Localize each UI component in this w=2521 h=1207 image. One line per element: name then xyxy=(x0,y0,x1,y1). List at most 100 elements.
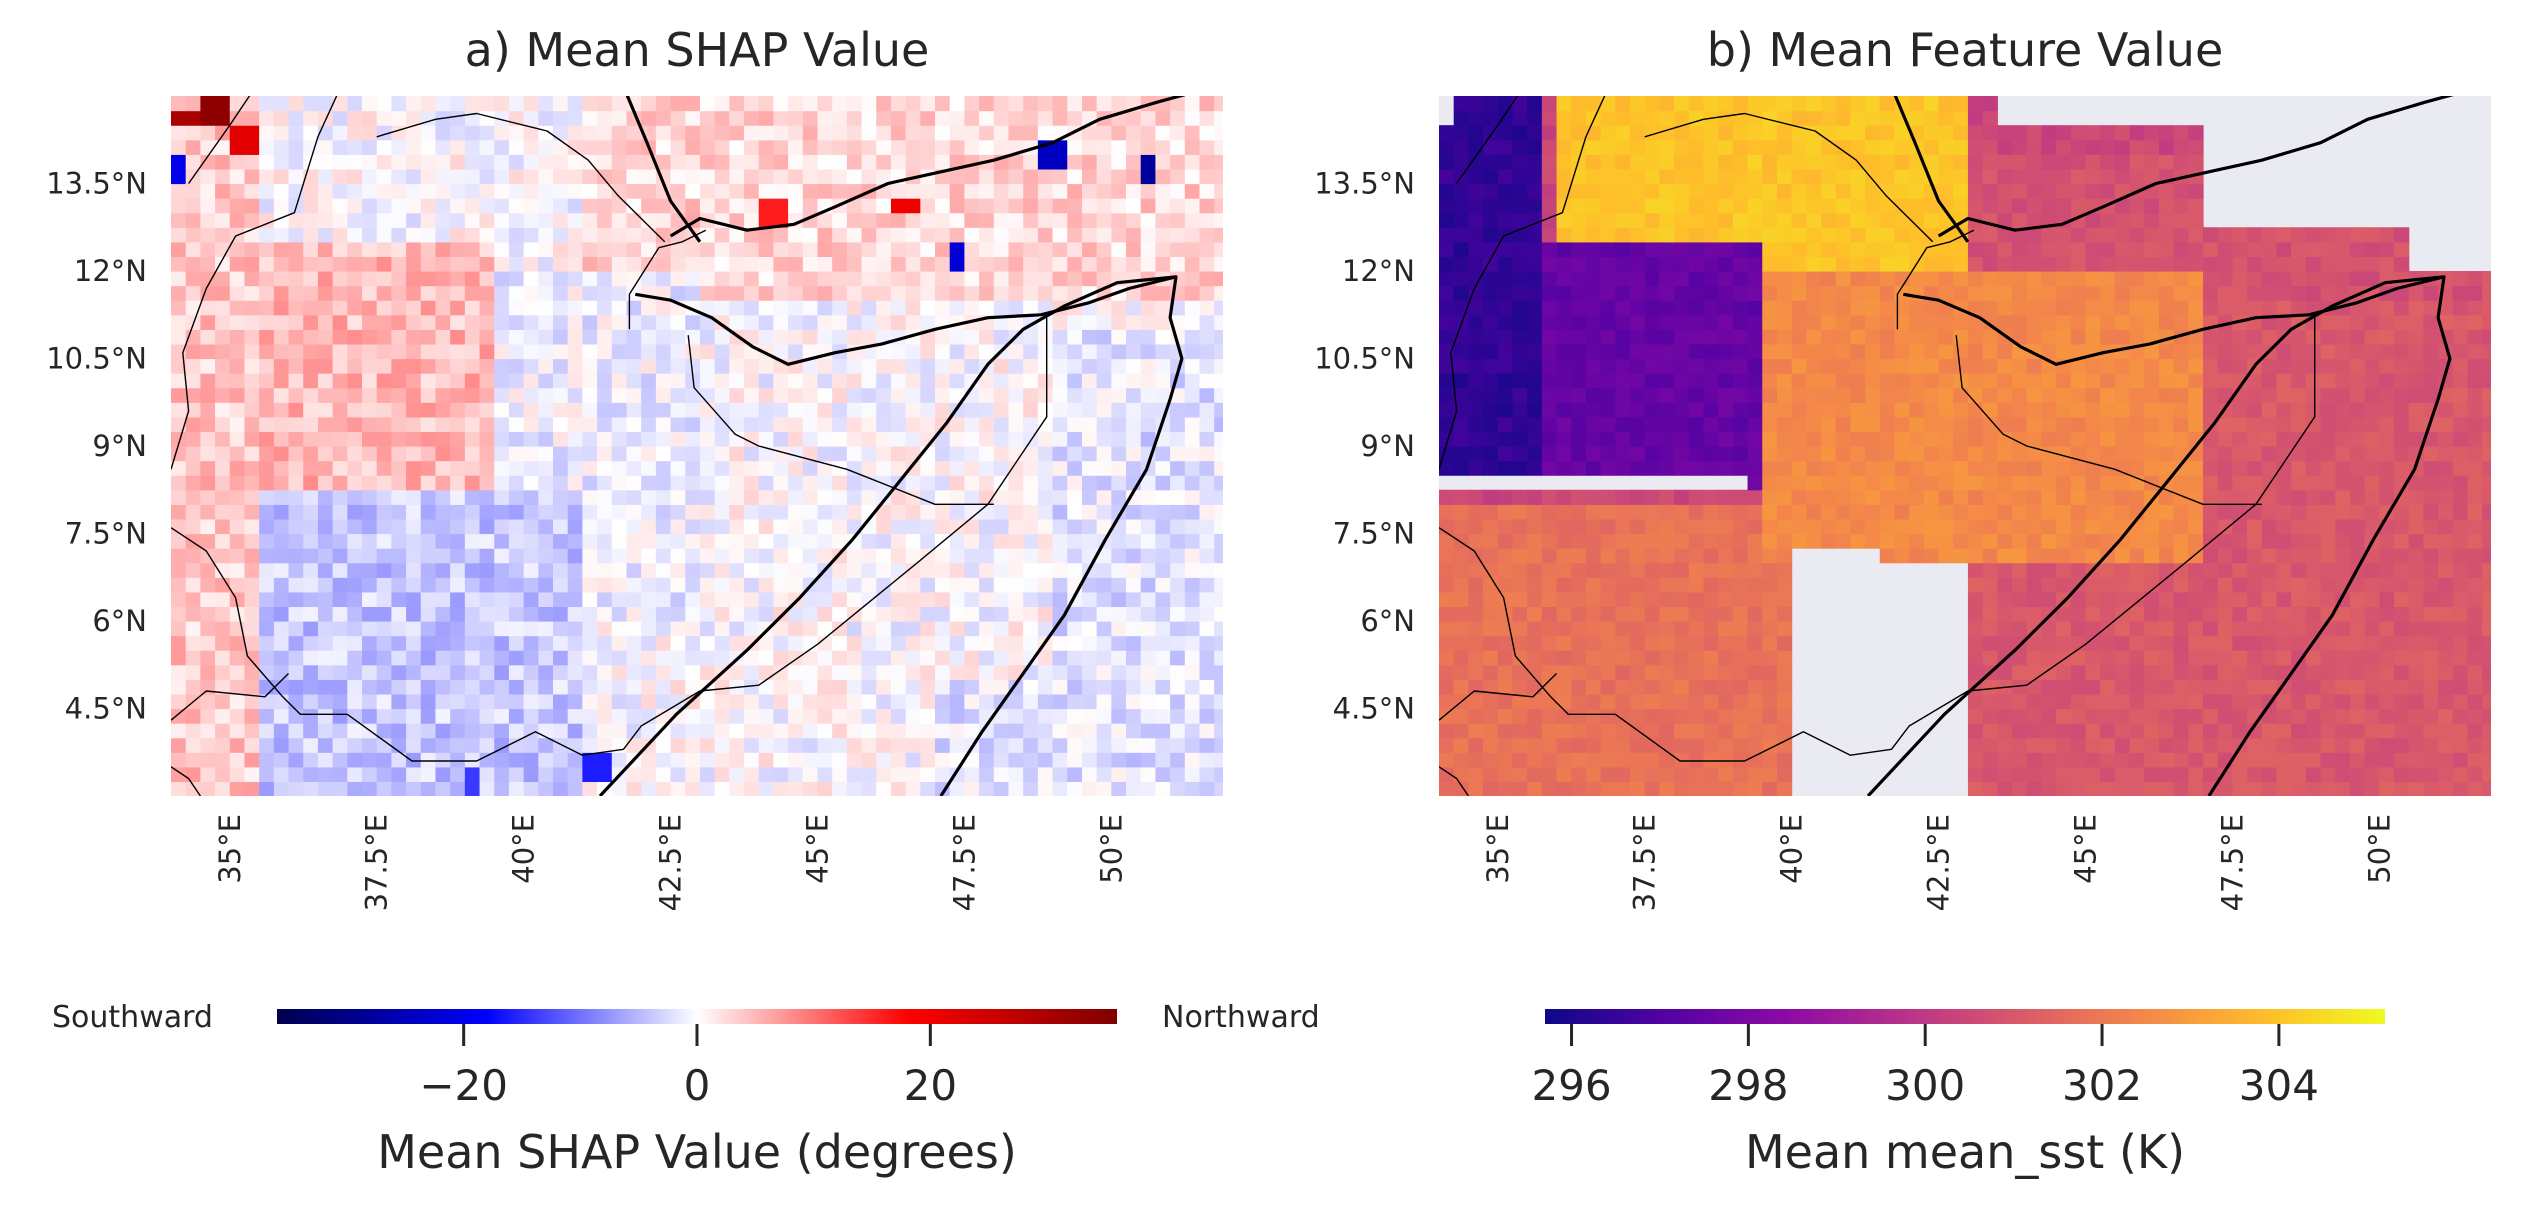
panel-a-title: a) Mean SHAP Value xyxy=(465,23,930,77)
heatmap-cell xyxy=(949,183,966,199)
heatmap-cell xyxy=(332,329,348,345)
heatmap-cell xyxy=(1659,183,1675,199)
heatmap-cell xyxy=(1140,679,1157,695)
heatmap-cell xyxy=(626,241,642,258)
heatmap-cell xyxy=(846,504,863,520)
heatmap-cell xyxy=(655,752,672,768)
heatmap-cell xyxy=(420,212,437,228)
heatmap-cell xyxy=(1630,446,1646,462)
heatmap-cell xyxy=(200,154,216,170)
heatmap-cell xyxy=(1140,475,1157,491)
heatmap-cell xyxy=(1688,533,1705,549)
heatmap-cell xyxy=(1453,139,1469,155)
heatmap-cell xyxy=(1052,168,1068,185)
heatmap-cell xyxy=(347,431,363,447)
heatmap-cell xyxy=(1585,271,1602,287)
heatmap-cell xyxy=(538,183,554,199)
heatmap-cell xyxy=(773,198,789,214)
heatmap-cell xyxy=(1718,402,1734,418)
heatmap-cell xyxy=(611,621,628,637)
heatmap-cell xyxy=(993,227,1010,243)
heatmap-cell xyxy=(185,227,201,243)
heatmap-cell xyxy=(523,606,539,622)
heatmap-cell xyxy=(317,533,334,549)
heatmap-cell xyxy=(288,343,304,360)
heatmap-cell xyxy=(1659,154,1675,170)
heatmap-cell xyxy=(1747,606,1763,622)
heatmap-cell xyxy=(861,650,877,666)
heatmap-cell xyxy=(376,387,392,403)
heatmap-cell xyxy=(1600,416,1616,433)
heatmap-cell xyxy=(273,271,290,287)
heatmap-cell xyxy=(611,314,628,330)
heatmap-cell xyxy=(758,475,774,491)
heatmap-cell xyxy=(1747,548,1763,564)
heatmap-cell xyxy=(964,606,980,622)
heatmap-cell xyxy=(185,183,201,199)
heatmap-cell xyxy=(744,402,760,418)
heatmap-cell xyxy=(1938,373,1954,389)
heatmap-cell xyxy=(1659,548,1675,564)
heatmap-cell xyxy=(1497,271,1514,287)
heatmap-cell xyxy=(494,139,510,155)
y-tick-label: 13.5°N xyxy=(46,167,147,201)
heatmap-cell xyxy=(273,314,290,330)
heatmap-cell xyxy=(288,416,304,433)
heatmap-cell xyxy=(1923,358,1940,374)
heatmap-cell xyxy=(317,139,334,155)
heatmap-cell xyxy=(744,693,760,710)
heatmap-cell xyxy=(1747,227,1763,243)
heatmap-cell xyxy=(553,664,569,680)
heatmap-cell xyxy=(1468,183,1484,199)
heatmap-cell xyxy=(259,723,275,739)
heatmap-cell xyxy=(215,562,231,578)
heatmap-cell xyxy=(744,650,760,666)
heatmap-cell xyxy=(935,708,951,724)
heatmap-cell xyxy=(876,606,892,622)
heatmap-cell xyxy=(450,416,466,433)
heatmap-cell xyxy=(538,723,554,739)
heatmap-cell xyxy=(1483,577,1499,593)
heatmap-cell xyxy=(1776,650,1793,666)
heatmap-cell xyxy=(670,766,686,783)
heatmap-cell xyxy=(1703,446,1719,462)
heatmap-cell xyxy=(1023,416,1039,433)
heatmap-cell xyxy=(1688,343,1705,360)
heatmap-cell xyxy=(1776,533,1793,549)
heatmap-cell xyxy=(1571,125,1587,141)
heatmap-cell xyxy=(288,373,304,389)
heatmap-cell xyxy=(1585,358,1602,374)
heatmap-cell xyxy=(1468,285,1484,301)
heatmap-cell xyxy=(391,387,407,403)
heatmap-cell xyxy=(273,635,290,651)
heatmap-cell xyxy=(435,679,451,695)
heatmap-cell xyxy=(332,314,348,330)
heatmap-cell xyxy=(1008,708,1024,724)
heatmap-cell xyxy=(1615,504,1631,520)
heatmap-cell xyxy=(626,154,642,170)
heatmap-cell xyxy=(1953,329,1969,345)
heatmap-cell xyxy=(317,708,334,724)
heatmap-cell xyxy=(479,139,495,155)
heatmap-cell xyxy=(744,241,760,258)
heatmap-cell xyxy=(1556,154,1572,170)
heatmap-cell xyxy=(1170,635,1186,651)
heatmap-cell xyxy=(171,271,187,287)
heatmap-cell xyxy=(553,329,569,345)
heatmap-cell xyxy=(1155,635,1171,651)
heatmap-cell xyxy=(200,577,216,593)
heatmap-cell xyxy=(935,154,951,170)
heatmap-cell xyxy=(273,343,290,360)
heatmap-cell xyxy=(1762,518,1778,535)
heatmap-cell xyxy=(1111,212,1127,228)
heatmap-cell xyxy=(1052,504,1068,520)
heatmap-cell xyxy=(1806,139,1822,155)
heatmap-cell xyxy=(171,518,187,535)
heatmap-cell xyxy=(1052,475,1068,491)
heatmap-cell xyxy=(1096,766,1112,783)
heatmap-cell xyxy=(876,766,892,783)
heatmap-cell xyxy=(846,460,863,476)
heatmap-cell xyxy=(802,96,819,112)
heatmap-cell xyxy=(317,387,334,403)
heatmap-cell xyxy=(1453,402,1469,418)
